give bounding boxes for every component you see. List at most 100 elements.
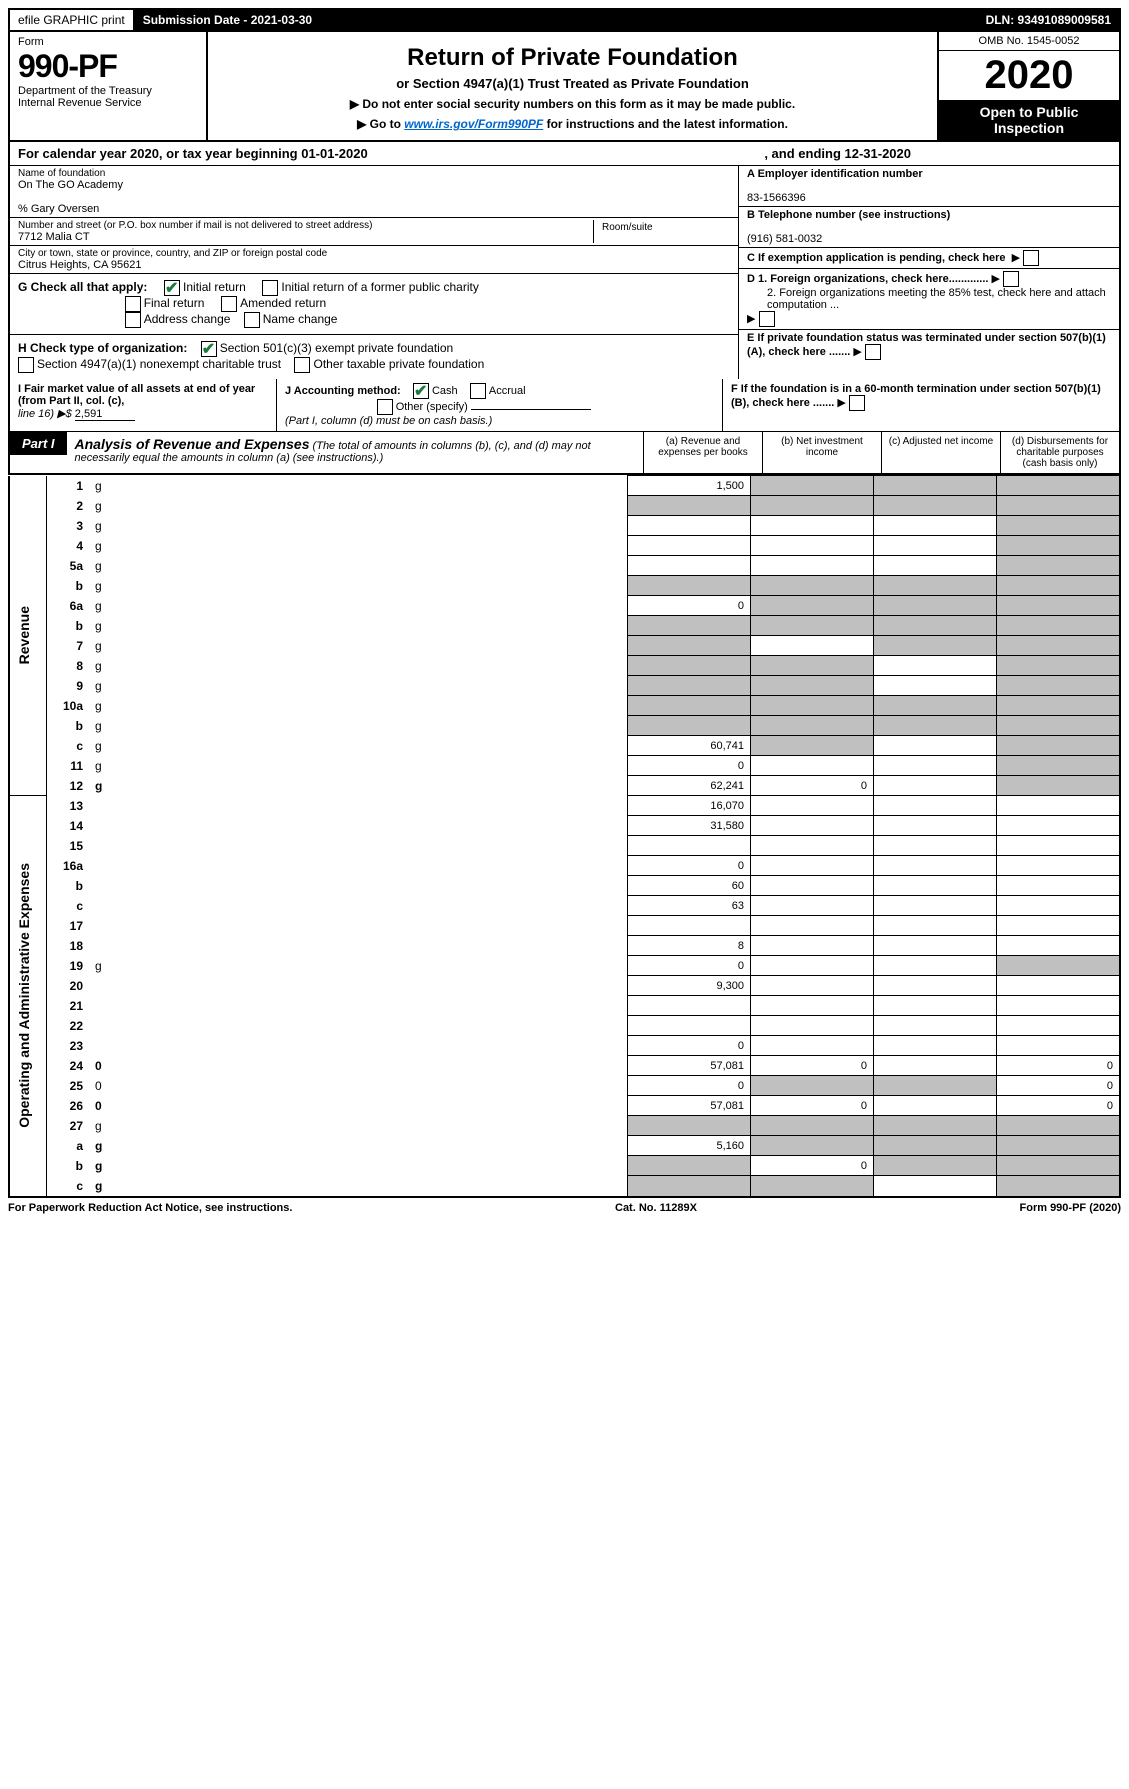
cell-value bbox=[874, 856, 997, 876]
cell-value bbox=[874, 936, 997, 956]
d1-checkbox[interactable] bbox=[1003, 271, 1019, 287]
501c3-label: Section 501(c)(3) exempt private foundat… bbox=[220, 341, 453, 355]
row-number: 3 bbox=[47, 516, 90, 536]
row-number: 1 bbox=[47, 476, 90, 496]
cell-grey bbox=[997, 756, 1121, 776]
cell-value bbox=[874, 956, 997, 976]
cell-value bbox=[997, 816, 1121, 836]
d1-label: D 1. Foreign organizations, check here..… bbox=[747, 273, 988, 285]
city-state-zip: Citrus Heights, CA 95621 bbox=[18, 259, 730, 271]
cell-grey bbox=[751, 1136, 874, 1156]
4947-checkbox[interactable] bbox=[18, 357, 34, 373]
dept-label: Department of the Treasury bbox=[18, 85, 198, 97]
accrual-label: Accrual bbox=[489, 385, 526, 397]
cell-grey bbox=[997, 696, 1121, 716]
row-number: 14 bbox=[47, 816, 90, 836]
dln: DLN: 93491089009581 bbox=[978, 10, 1119, 30]
row-number: 4 bbox=[47, 536, 90, 556]
cell-value bbox=[874, 736, 997, 756]
cell-value bbox=[751, 536, 874, 556]
cell-value bbox=[874, 996, 997, 1016]
phone-value: (916) 581-0032 bbox=[747, 233, 822, 245]
spacer bbox=[322, 10, 977, 30]
cell-grey bbox=[997, 656, 1121, 676]
tax-year: 2020 bbox=[939, 51, 1119, 100]
form-number: 990-PF bbox=[18, 48, 198, 85]
cell-value bbox=[874, 836, 997, 856]
name-change-label: Name change bbox=[263, 312, 338, 326]
initial-return-checkbox[interactable] bbox=[164, 280, 180, 296]
irs-link[interactable]: www.irs.gov/Form990PF bbox=[404, 117, 543, 131]
final-return-checkbox[interactable] bbox=[125, 296, 141, 312]
row-desc: g bbox=[89, 776, 628, 796]
cell-grey bbox=[997, 576, 1121, 596]
cell-grey bbox=[751, 736, 874, 756]
row-number: 23 bbox=[47, 1036, 90, 1056]
row-desc bbox=[89, 1016, 628, 1036]
pct-name: % Gary Oversen bbox=[18, 203, 730, 215]
cell-grey bbox=[874, 476, 997, 496]
other-label: Other (specify) bbox=[396, 401, 468, 413]
room-label: Room/suite bbox=[602, 222, 722, 233]
cell-value: 57,081 bbox=[628, 1056, 751, 1076]
c-checkbox[interactable] bbox=[1023, 250, 1039, 266]
instr1: ▶ Do not enter social security numbers o… bbox=[216, 97, 929, 111]
phone-cell: B Telephone number (see instructions) (9… bbox=[739, 207, 1119, 248]
cell-value: 5,160 bbox=[628, 1136, 751, 1156]
cell-grey bbox=[997, 1136, 1121, 1156]
cell-value: 0 bbox=[628, 1076, 751, 1096]
row-number: 2 bbox=[47, 496, 90, 516]
cell-value bbox=[751, 956, 874, 976]
cell-grey bbox=[628, 1116, 751, 1136]
cell-value bbox=[997, 1016, 1121, 1036]
cell-grey bbox=[874, 1156, 997, 1176]
section-label: Operating and Administrative Expenses bbox=[9, 796, 47, 1197]
cell-grey bbox=[997, 736, 1121, 756]
name-change-checkbox[interactable] bbox=[244, 312, 260, 328]
cell-value bbox=[751, 996, 874, 1016]
form-subtitle: or Section 4947(a)(1) Trust Treated as P… bbox=[216, 76, 929, 91]
other-taxable-checkbox[interactable] bbox=[294, 357, 310, 373]
cell-value bbox=[628, 916, 751, 936]
cell-value bbox=[997, 976, 1121, 996]
e-cell: E If private foundation status was termi… bbox=[739, 330, 1119, 362]
cell-value bbox=[874, 1016, 997, 1036]
addr-change-checkbox[interactable] bbox=[125, 312, 141, 328]
cell-grey bbox=[751, 596, 874, 616]
row-number: 21 bbox=[47, 996, 90, 1016]
cell-grey bbox=[751, 1076, 874, 1096]
e-checkbox[interactable] bbox=[865, 344, 881, 360]
header-right: OMB No. 1545-0052 2020 Open to Public In… bbox=[937, 32, 1119, 140]
part1-header: Part I Analysis of Revenue and Expenses … bbox=[8, 432, 1121, 475]
row-desc bbox=[89, 876, 628, 896]
amended-return-checkbox[interactable] bbox=[221, 296, 237, 312]
j-label: J Accounting method: bbox=[285, 385, 401, 397]
cell-value bbox=[997, 936, 1121, 956]
501c3-checkbox[interactable] bbox=[201, 341, 217, 357]
other-checkbox[interactable] bbox=[377, 399, 393, 415]
row-desc: g bbox=[89, 536, 628, 556]
omb-number: OMB No. 1545-0052 bbox=[939, 32, 1119, 51]
cell-value bbox=[874, 756, 997, 776]
row-number: 18 bbox=[47, 936, 90, 956]
cell-value bbox=[874, 916, 997, 936]
h-section: H Check type of organization: Section 50… bbox=[10, 335, 738, 379]
d2-checkbox[interactable] bbox=[759, 311, 775, 327]
f-checkbox[interactable] bbox=[849, 395, 865, 411]
accrual-checkbox[interactable] bbox=[470, 383, 486, 399]
4947-label: Section 4947(a)(1) nonexempt charitable … bbox=[37, 357, 281, 371]
i-value: 2,591 bbox=[75, 408, 135, 421]
row-desc bbox=[89, 936, 628, 956]
row-number: c bbox=[47, 736, 90, 756]
cell-value: 31,580 bbox=[628, 816, 751, 836]
cell-value: 0 bbox=[751, 1056, 874, 1076]
instr2-post: for instructions and the latest informat… bbox=[543, 117, 788, 131]
row-number: b bbox=[47, 876, 90, 896]
cell-value bbox=[997, 996, 1121, 1016]
cell-grey bbox=[751, 576, 874, 596]
cash-checkbox[interactable] bbox=[413, 383, 429, 399]
row-desc bbox=[89, 856, 628, 876]
cash-label: Cash bbox=[432, 385, 458, 397]
f-label: F If the foundation is in a 60-month ter… bbox=[731, 383, 1101, 409]
initial-former-checkbox[interactable] bbox=[262, 280, 278, 296]
